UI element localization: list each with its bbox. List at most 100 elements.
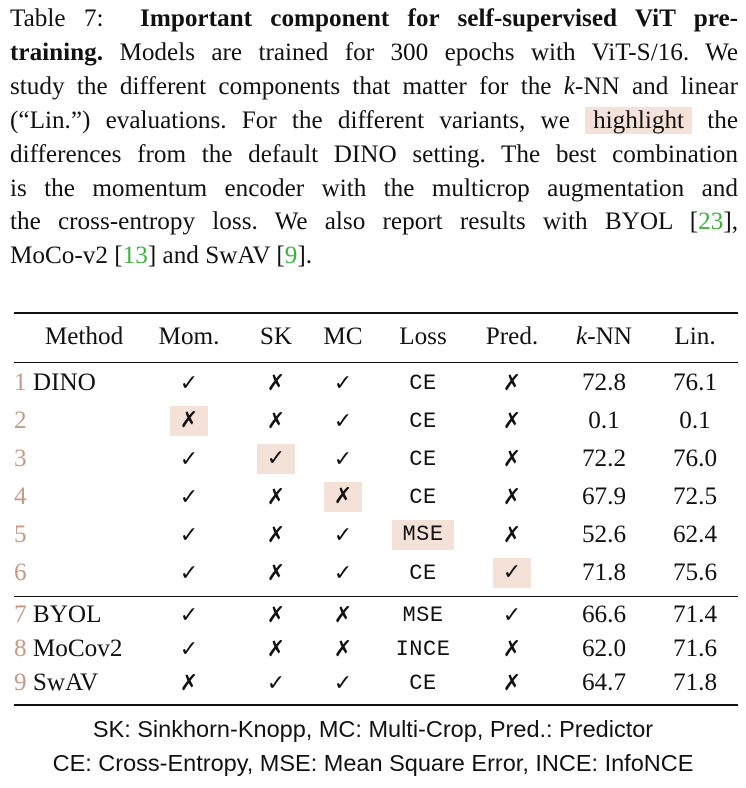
citation-link-swav[interactable]: 9 [284,242,298,270]
knn-cell: 72.2 [581,445,627,472]
pred-cell: ✗ [502,446,522,472]
table-body-group-2: 7 BYOL ✓ ✗ ✗ MSE ✓ 66.6 71.4 8 MoCov2 ✓ … [14,598,738,700]
method-cell: 9 SwAV [14,666,134,700]
table-body-group-1: 1 DINO ✓ ✗ ✓ CE ✗ 72.8 76.1 2 ✗ ✗ ✓ CE ✗… [14,364,738,592]
mc-cell: ✓ [333,522,353,548]
method-cell: 8 MoCov2 [14,632,134,666]
row-number: 9 [14,669,27,696]
header-rule [14,362,738,364]
lin-cell: 76.0 [672,445,718,472]
lin-cell: 62.4 [672,521,718,548]
lin-cell: 71.4 [672,601,718,628]
knn-cell: 52.6 [581,521,627,548]
footnote-line-1: SK: Sinkhorn-Knopp, MC: Multi-Crop, Pred… [92,716,654,742]
pred-cell: ✓ [502,602,522,628]
table-row: 9 SwAV ✗ ✓ ✓ CE ✗ 64.7 71.8 [14,666,738,700]
header-knn-rest: -NN [587,323,632,350]
caption-title-part-2: training. [10,38,104,66]
caption-text: Models are trained for 300 epochs with V… [119,38,739,66]
caption-text: ], [723,208,738,236]
table-row: 1 DINO ✓ ✗ ✓ CE ✗ 72.8 76.1 [14,364,738,402]
mom-cell: ✗ [179,670,199,696]
lin-cell: 71.8 [672,669,718,696]
mom-cell: ✓ [179,370,199,396]
row-number: 8 [14,635,27,662]
pred-cell: ✗ [502,370,522,396]
loss-cell: CE [409,408,437,434]
method-name: DINO [32,369,96,396]
citation-link-moco[interactable]: 13 [122,242,148,270]
mc-cell: ✓ [333,370,353,396]
mom-cell: ✓ [179,446,199,472]
caption-text: the [707,106,739,134]
footnote-line-2: CE: Cross-Entropy, MSE: Mean Square Erro… [52,750,694,776]
header-sk: SK [259,323,293,350]
method-cell: 4 [14,478,134,516]
mc-cell: ✓ [333,560,353,586]
mc-cell: ✗ [308,478,378,516]
mom-cell: ✓ [179,636,199,662]
method-cell: 3 [14,440,134,478]
caption-text: study the different components that matt… [10,72,564,100]
knn-cell: 71.8 [581,559,627,586]
knn-cell: 62.0 [581,635,627,662]
highlighted-cell: ✗ [169,406,209,436]
mc-cell: ✓ [333,446,353,472]
mc-cell: ✗ [333,602,353,628]
loss-cell: CE [409,560,437,586]
table-header: Method Mom. SK MC Loss Pred. k-NN Lin. [14,314,738,360]
sk-cell: ✗ [266,370,286,396]
method-cell: 2 [14,402,134,440]
caption-text: the cross-entropy loss. We also report r… [10,208,699,236]
caption-text: ] and SwAV [ [147,242,285,270]
knn-cell: 64.7 [581,669,627,696]
mom-cell: ✓ [179,522,199,548]
mc-cell: ✓ [333,670,353,696]
caption-text: -NN and linear [574,72,738,100]
header-pred: Pred. [485,323,539,350]
highlight-swatch: highlight [585,106,693,134]
sk-cell: ✗ [266,560,286,586]
highlighted-cell: ✓ [492,558,532,588]
row-number: 7 [14,601,27,628]
table-row: 5 ✓ ✗ ✓ MSE ✗ 52.6 62.4 [14,516,738,554]
method-name: BYOL [32,601,102,628]
caption-line-6: is the momentum encoder with the multicr… [10,174,738,202]
sk-cell: ✗ [266,636,286,662]
row-number: 2 [14,407,27,434]
header-knn-k: k [576,323,588,350]
mom-cell: ✓ [179,602,199,628]
row-number: 5 [14,521,27,548]
table-row: 2 ✗ ✗ ✓ CE ✗ 0.1 0.1 [14,402,738,440]
lin-cell: 0.1 [679,407,711,434]
top-rule [14,312,738,314]
highlighted-cell: MSE [392,520,454,550]
table-row: 8 MoCov2 ✓ ✗ ✗ INCE ✗ 62.0 71.6 [14,632,738,666]
citation-link-byol[interactable]: 23 [698,208,724,236]
knn-cell: 67.9 [581,483,627,510]
loss-cell: MSE [402,602,444,628]
mom-cell: ✓ [179,484,199,510]
loss-cell: CE [409,446,437,472]
loss-cell: INCE [395,636,451,662]
highlighted-cell: ✗ [323,482,363,512]
method-cell: 6 [14,554,134,592]
caption-line-5: differences from the default DINO settin… [10,140,738,168]
caption-text: MoCo-v2 [ [10,242,123,270]
header-knn: k-NN [556,314,652,360]
header-loss: Loss [399,323,447,350]
mom-cell: ✓ [179,560,199,586]
table-row: 4 ✓ ✗ ✗ CE ✗ 67.9 72.5 [14,478,738,516]
mc-cell: ✓ [333,408,353,434]
sk-cell: ✗ [266,602,286,628]
table-caption: Table 7: Important component for self-su… [10,2,738,273]
loss-cell: MSE [378,516,468,554]
lin-cell: 75.6 [672,559,718,586]
table-row: 7 BYOL ✓ ✗ ✗ MSE ✓ 66.6 71.4 [14,598,738,632]
bottom-rule [14,704,738,706]
caption-line-3: study the different components that matt… [10,70,738,104]
sk-cell: ✗ [266,522,286,548]
lin-cell: 76.1 [672,369,718,396]
loss-cell: CE [409,670,437,696]
caption-title-part-1: Important component for self-supervised … [140,5,739,32]
